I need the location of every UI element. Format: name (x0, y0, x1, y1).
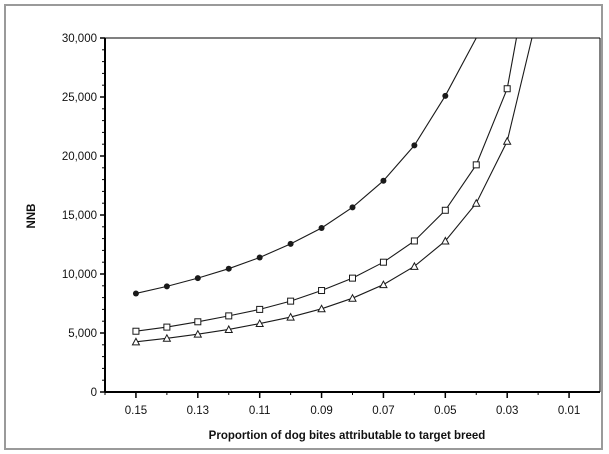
x-tick-label: 0.05 (434, 405, 456, 417)
y-tick-label: 25,000 (62, 92, 97, 104)
data-point-square (132, 327, 140, 335)
data-point-square (287, 297, 295, 305)
y-tick-label: 30,000 (62, 33, 97, 45)
series-line-3 (135, 38, 533, 343)
data-point-square (379, 258, 387, 266)
data-point-triangle (162, 333, 172, 342)
data-point-square (410, 237, 418, 245)
data-point-triangle (348, 293, 357, 302)
x-tick-label: 0.15 (125, 405, 147, 417)
data-point-square (472, 161, 480, 169)
data-point-triangle (410, 261, 419, 270)
data-point-circle (132, 290, 139, 297)
x-tick-label: 0.03 (496, 405, 518, 417)
y-axis-title: NNB (26, 204, 38, 229)
x-tick-label: 0.11 (249, 405, 271, 417)
data-point-triangle (502, 136, 512, 145)
y-tick-label: 10,000 (62, 269, 97, 281)
data-point-square (349, 274, 356, 282)
data-point-triangle (224, 324, 234, 333)
x-tick-label: 0.09 (310, 405, 332, 417)
data-point-triangle (440, 236, 450, 245)
x-tick-label: 0.13 (187, 405, 209, 417)
data-point-square (441, 206, 449, 214)
data-point-circle (256, 254, 263, 261)
x-axis-title: Proportion of dog bites attributable to … (209, 430, 486, 442)
data-point-circle (194, 275, 201, 282)
data-point-circle (318, 224, 325, 231)
data-point-triangle (255, 319, 265, 328)
data-point-circle (225, 265, 232, 272)
data-point-triangle (317, 304, 326, 313)
data-point-circle (163, 283, 170, 290)
series-line-1 (135, 38, 477, 295)
data-point-square (256, 305, 264, 313)
data-point-square (163, 323, 171, 331)
data-point-triangle (286, 312, 295, 321)
x-tick-label: 0.07 (372, 405, 394, 417)
y-tick-label: 5,000 (68, 328, 97, 340)
data-point-circle (287, 240, 294, 247)
y-tick-label: 20,000 (62, 151, 97, 163)
data-point-triangle (379, 280, 388, 289)
x-tick-label: 0.01 (558, 405, 580, 417)
y-tick-label: 15,000 (62, 210, 97, 222)
data-point-triangle (193, 329, 203, 338)
plot-area: 0 5,000 10,000 15,000 20,000 25,000 30,000 0.15… (62, 33, 601, 417)
data-point-triangle (471, 198, 481, 207)
data-point-square (225, 312, 233, 320)
y-tick-label: 0 (91, 387, 97, 399)
data-point-square (318, 287, 326, 295)
data-point-circle (349, 204, 356, 211)
data-point-circle (442, 92, 449, 99)
data-point-circle (411, 142, 418, 149)
data-point-square (194, 318, 202, 326)
data-point-square (503, 85, 511, 93)
series-line-2 (135, 38, 518, 332)
data-point-triangle (131, 337, 141, 346)
data-point-circle (380, 177, 387, 184)
